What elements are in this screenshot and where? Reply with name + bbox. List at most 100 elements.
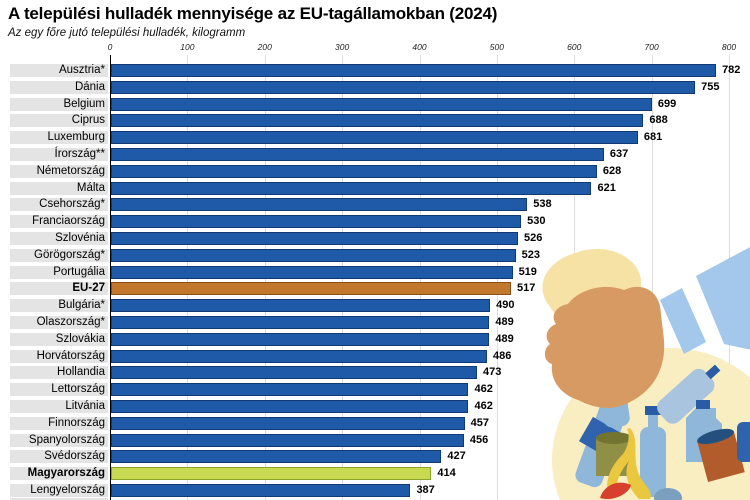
bar-row: Írország** 637 <box>0 148 750 161</box>
row-label-band: Görögország* <box>10 248 108 262</box>
value-label: 755 <box>701 80 720 93</box>
bar-row: Horvátország 486 <box>0 349 750 363</box>
bar <box>111 484 411 497</box>
value-label: 530 <box>527 215 546 228</box>
x-tick-label: 800 <box>721 42 737 52</box>
bar <box>111 450 442 464</box>
bar <box>111 366 477 380</box>
country-label: EU-27 <box>72 282 105 295</box>
x-axis: 0 100 200 300 400 500 600 700 800 <box>0 42 750 54</box>
country-label: Belgium <box>63 97 105 110</box>
country-label: Szlovénia <box>55 232 105 244</box>
row-label-band: Olaszország* <box>10 316 108 329</box>
bar-row: Magyarország 414 <box>0 467 750 481</box>
value-label: 387 <box>416 484 435 496</box>
bar <box>111 383 469 397</box>
bar <box>111 282 512 296</box>
value-label: 473 <box>482 366 502 379</box>
bar <box>111 299 491 313</box>
country-label: Horvátország <box>36 349 105 362</box>
value-label: 523 <box>521 248 541 261</box>
value-label: 621 <box>597 181 616 194</box>
x-tick-label: 300 <box>335 42 350 52</box>
value-label: 538 <box>533 198 552 211</box>
bar-row: Luxemburg 681 <box>0 131 750 145</box>
value-label: 688 <box>649 114 668 127</box>
bar <box>111 265 513 279</box>
country-label: Olaszország* <box>36 316 105 328</box>
row-label-band: Spanyolország <box>10 433 108 447</box>
row-label-band: Ciprus <box>10 114 108 128</box>
bar <box>111 215 522 229</box>
bar <box>111 131 638 145</box>
bar-row: Lettország 462 <box>0 383 750 397</box>
value-label: 782 <box>722 64 741 76</box>
bar <box>111 114 644 128</box>
row-label-band: Franciaország <box>10 215 108 229</box>
plot-area: Ausztria* 782 Dánia 755 Belgium 699 Cipr… <box>0 55 750 500</box>
bar-row: EU-27 517 <box>0 282 750 296</box>
bar-row: Franciaország 530 <box>0 215 750 229</box>
country-label: Franciaország <box>32 215 105 228</box>
row-label-band: Magyarország <box>10 467 108 481</box>
row-label-band: Lengyelország <box>10 484 108 497</box>
country-label: Ausztria* <box>58 64 105 76</box>
row-label-band: Dánia <box>10 80 108 94</box>
bar-row: Lengyelország 387 <box>0 484 750 497</box>
value-label: 462 <box>474 383 493 396</box>
country-label: Magyarország <box>27 467 105 480</box>
row-label-band: Portugália <box>10 265 108 279</box>
x-tick-label: 500 <box>489 42 504 52</box>
value-label: 681 <box>643 131 663 144</box>
value-label: 456 <box>469 433 489 446</box>
value-label: 699 <box>657 97 677 110</box>
bar <box>111 467 432 481</box>
country-label: Lengyelország <box>30 484 105 496</box>
value-label: 414 <box>437 467 456 480</box>
value-label: 489 <box>495 332 514 345</box>
value-label: 462 <box>474 400 493 412</box>
bar-row: Ausztria* 782 <box>0 64 750 77</box>
country-label: Litvánia <box>65 400 105 412</box>
bar-row: Csehország* 538 <box>0 198 750 212</box>
bar-row: Németország 628 <box>0 164 750 178</box>
y-axis-line <box>110 55 111 500</box>
row-label-band: Lettország <box>10 383 108 397</box>
bar-row: Málta 621 <box>0 181 750 195</box>
bar <box>111 148 604 161</box>
row-label-band: Horvátország <box>10 349 108 363</box>
value-label: 489 <box>495 316 514 328</box>
bar <box>111 400 469 413</box>
bar-row: Ciprus 688 <box>0 114 750 128</box>
bar <box>111 181 592 195</box>
value-label: 486 <box>493 349 512 362</box>
bar-row: Belgium 699 <box>0 97 750 111</box>
bar-row: Finnország 457 <box>0 416 750 430</box>
page-title: A települési hulladék mennyisége az EU-t… <box>8 4 498 23</box>
bar <box>111 349 488 363</box>
country-label: Szlovákia <box>55 332 105 345</box>
bar-row: Szlovénia 526 <box>0 232 750 245</box>
partial-row-band <box>10 498 108 500</box>
row-label-band: Finnország <box>10 416 108 430</box>
value-label: 637 <box>609 148 629 160</box>
row-label-band: Csehország* <box>10 198 108 212</box>
value-label: 457 <box>470 416 489 429</box>
bar <box>111 316 490 329</box>
x-tick-label: 700 <box>644 42 659 52</box>
value-label: 427 <box>447 450 466 463</box>
country-label: Finnország <box>48 416 105 429</box>
bar-row: Görögország* 523 <box>0 248 750 262</box>
x-tick-label: 600 <box>567 42 582 52</box>
country-label: Bulgária* <box>58 299 105 312</box>
country-label: Ciprus <box>71 114 105 127</box>
gridline <box>651 55 653 500</box>
bar <box>111 248 516 262</box>
country-label: Németország <box>36 164 105 177</box>
value-label: 526 <box>523 232 543 244</box>
bar-row: Svédország 427 <box>0 450 750 464</box>
row-label-band: Svédország <box>10 450 108 464</box>
bar-row: Dánia 755 <box>0 80 750 94</box>
row-label-band: Belgium <box>10 97 108 111</box>
country-label: Luxemburg <box>47 131 105 144</box>
